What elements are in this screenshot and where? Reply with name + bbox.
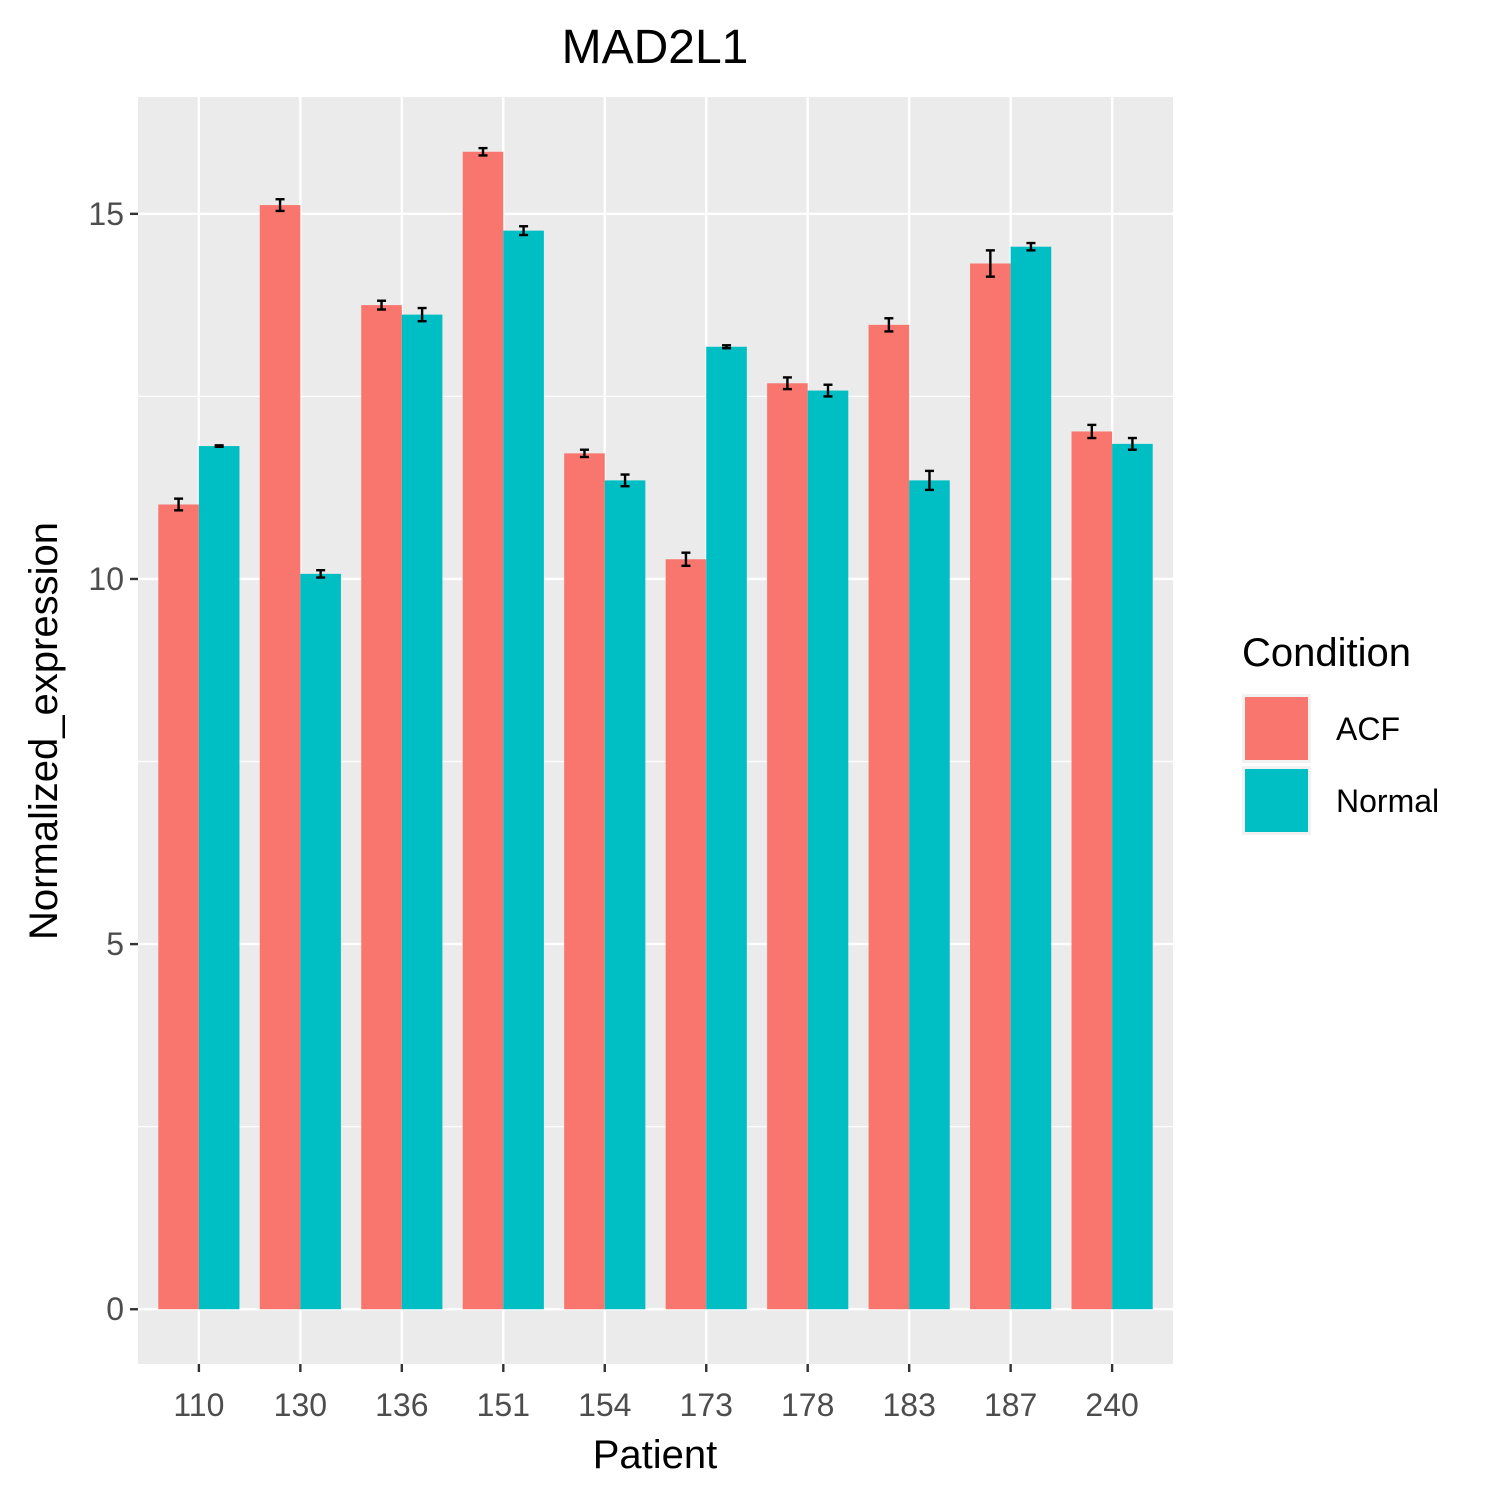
bar-normal	[401, 314, 443, 1310]
bar-acf	[564, 453, 605, 1310]
legend-label-normal: Normal	[1336, 783, 1439, 819]
bar-normal	[1010, 246, 1052, 1310]
legend-title: Condition	[1242, 631, 1411, 675]
x-tick-label: 240	[1085, 1387, 1138, 1423]
x-tick-label: 110	[173, 1387, 224, 1423]
y-axis-title: Normalized_expression	[22, 522, 66, 940]
bar-normal	[503, 230, 544, 1310]
x-axis-title: Patient	[593, 1433, 718, 1477]
y-tick-label: 5	[106, 926, 124, 962]
bar-normal	[807, 390, 849, 1310]
chart-title: MAD2L1	[562, 21, 749, 74]
bar-acf	[158, 504, 199, 1310]
y-tick-label: 15	[88, 196, 124, 232]
y-tick-label: 10	[88, 561, 124, 597]
legend-label-acf: ACF	[1336, 711, 1400, 747]
x-tick-label: 187	[984, 1387, 1037, 1423]
bar-normal	[604, 480, 646, 1310]
legend-swatch-normal	[1245, 769, 1308, 832]
bar-acf	[361, 305, 402, 1310]
bar-acf	[868, 324, 910, 1310]
x-tick-label: 154	[578, 1387, 631, 1423]
bar-normal	[1112, 443, 1153, 1310]
bar-normal	[706, 346, 747, 1310]
bar-acf	[462, 151, 504, 1310]
x-tick-label: 151	[477, 1387, 530, 1423]
x-tick-label: 178	[781, 1387, 834, 1423]
error-bars	[174, 146, 1137, 579]
bar-normal	[300, 573, 341, 1310]
x-axis: 110 130 136 151 154 173 178 183 187 240	[173, 1364, 1139, 1423]
bars	[158, 151, 1153, 1310]
x-tick-label: 183	[882, 1387, 935, 1423]
bar-acf	[1071, 431, 1113, 1310]
bar-acf	[665, 559, 707, 1310]
legend: Condition ACF Normal	[1242, 631, 1439, 835]
y-tick-label: 0	[106, 1291, 124, 1327]
bar-normal	[909, 480, 950, 1310]
y-axis: 0 5 10 15	[88, 196, 138, 1327]
x-tick-label: 130	[274, 1387, 327, 1423]
legend-swatch-acf	[1245, 697, 1308, 760]
bar-normal	[198, 446, 240, 1310]
x-tick-label: 173	[680, 1387, 733, 1423]
bar-acf	[970, 263, 1011, 1310]
bar-acf	[767, 383, 808, 1310]
bar-acf	[259, 205, 301, 1310]
x-tick-label: 136	[375, 1387, 428, 1423]
